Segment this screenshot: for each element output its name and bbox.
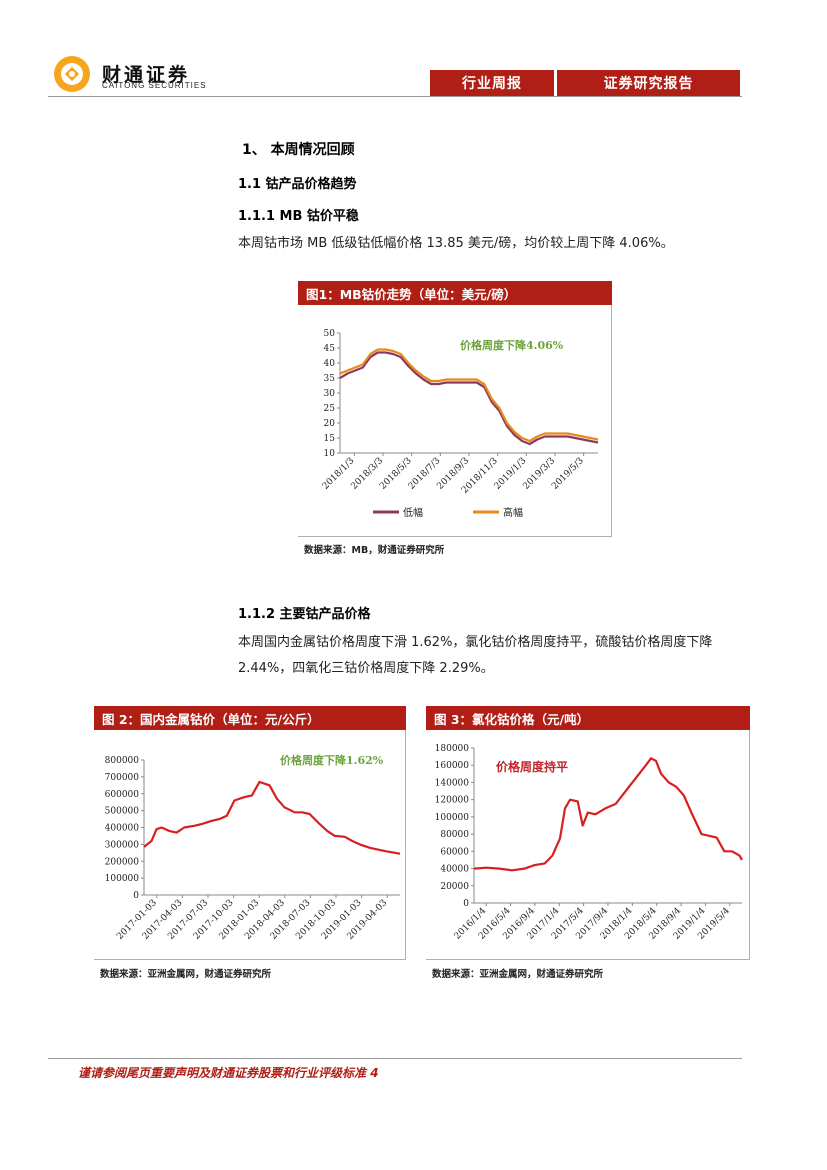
paragraph-mb-price: 本周钴市场 MB 低级钴低幅价格 13.85 美元/磅，均价较上周下降 4.06…	[238, 236, 674, 251]
report-category-tag: 证券研究报告	[557, 70, 740, 96]
paragraph-main-products: 本周国内金属钴价格周度下滑 1.62%，氯化钴价格周度持平，硫酸钴价格周度下降 …	[238, 635, 713, 676]
footer-disclaimer: 谨请参阅尾页重要声明及财通证券股票和行业评级标准 4	[78, 1064, 379, 1081]
header-divider	[48, 96, 742, 97]
y-tick-label: 300000	[105, 840, 140, 850]
y-tick-label: 500000	[105, 807, 140, 817]
y-tick-label: 80000	[440, 830, 469, 840]
section-title: 1、 本周情况回顾	[242, 142, 355, 158]
figure-3-title: 图 3：氯化钴价格（元/吨）	[426, 706, 750, 730]
figure-3-source: 数据来源：亚洲金属网，财通证券研究所	[432, 969, 604, 980]
y-tick-label: 40	[324, 359, 336, 369]
figure-2-source: 数据来源：亚洲金属网，财通证券研究所	[100, 969, 272, 980]
y-tick-label: 140000	[435, 778, 470, 788]
series-line-1	[339, 351, 599, 446]
chart-annotation: 价格周度下降1.62%	[280, 753, 384, 767]
y-tick-label: 0	[133, 891, 139, 901]
chart-domestic-cobalt-price: 0 100000 200000 300000 400000 500000 600000 700…	[105, 753, 401, 942]
y-tick-label: 45	[324, 344, 336, 354]
y-tick-label: 400000	[105, 824, 140, 834]
company-logo	[54, 56, 90, 92]
chart-cobalt-chloride-price: 0 20000 40000 60000 80000 100000 120000 140000 1…	[435, 744, 743, 942]
series-line-2	[339, 348, 599, 443]
page-number: 4	[370, 1066, 379, 1080]
report-type-tag: 行业周报	[430, 70, 554, 96]
y-tick-label: 180000	[435, 744, 470, 754]
y-tick-label: 60000	[440, 847, 469, 857]
y-tick-label: 700000	[105, 773, 140, 783]
subsection-1-1-2-title: 1.1.2 主要钴产品价格	[238, 607, 371, 622]
y-tick-label: 100000	[435, 813, 470, 823]
x-tick-label: 2019/5/3	[550, 456, 586, 492]
figure-1-source: 数据来源：MB，财通证券研究所	[304, 545, 445, 556]
y-tick-label: 15	[324, 434, 336, 444]
y-tick-label: 600000	[105, 790, 140, 800]
footer-divider	[48, 1058, 742, 1059]
legend-label: 低幅	[403, 506, 423, 519]
y-tick-label: 160000	[435, 761, 470, 771]
y-tick-label: 50	[324, 329, 336, 339]
series-line-1	[473, 757, 743, 872]
y-tick-label: 120000	[435, 796, 470, 806]
figure-2-frame: 0 100000 200000 300000 400000 500000 600000 700…	[94, 730, 406, 960]
y-tick-label: 0	[463, 899, 469, 909]
y-tick-label: 20	[324, 419, 336, 429]
y-tick-label: 35	[324, 374, 336, 384]
subsection-title: 1.1 钴产品价格趋势	[238, 177, 357, 192]
chart-annotation: 价格周度持平	[496, 759, 568, 774]
y-tick-label: 200000	[105, 857, 140, 867]
figure-1-frame: 10 15 20 25 30 35 40 45 50 2018/1/3 2018/3/3 2018/5…	[298, 305, 612, 537]
series-line-1	[143, 780, 401, 855]
y-tick-label: 30	[324, 389, 336, 399]
y-tick-label: 800000	[105, 756, 140, 766]
y-tick-label: 40000	[440, 865, 469, 875]
figure-2-title: 图 2：国内金属钴价（单位：元/公斤）	[94, 706, 406, 730]
chart-mb-cobalt-price: 1015202530354045502018/1/32018/3/32018/5…	[321, 329, 599, 519]
chart-annotation: 价格周度下降4.06%	[460, 338, 564, 352]
y-tick-label: 25	[324, 404, 336, 414]
disclaimer-text: 谨请参阅尾页重要声明及财通证券股票和行业评级标准	[78, 1066, 367, 1080]
y-tick-label: 10	[324, 449, 336, 459]
figure-1-title: 图1：MB钴价走势（单位：美元/磅）	[298, 281, 612, 305]
company-name-en: CAITONG SECURITIES	[102, 81, 207, 90]
company-name-cn: 财通证券	[102, 64, 191, 86]
subsection-1-1-1-title: 1.1.1 MB 钴价平稳	[238, 209, 359, 224]
figure-3-frame: 0 20000 40000 60000 80000 100000 120000 140000 1…	[426, 730, 750, 960]
y-tick-label: 100000	[105, 874, 140, 884]
y-tick-label: 20000	[440, 882, 469, 892]
legend-label: 高幅	[503, 506, 523, 519]
